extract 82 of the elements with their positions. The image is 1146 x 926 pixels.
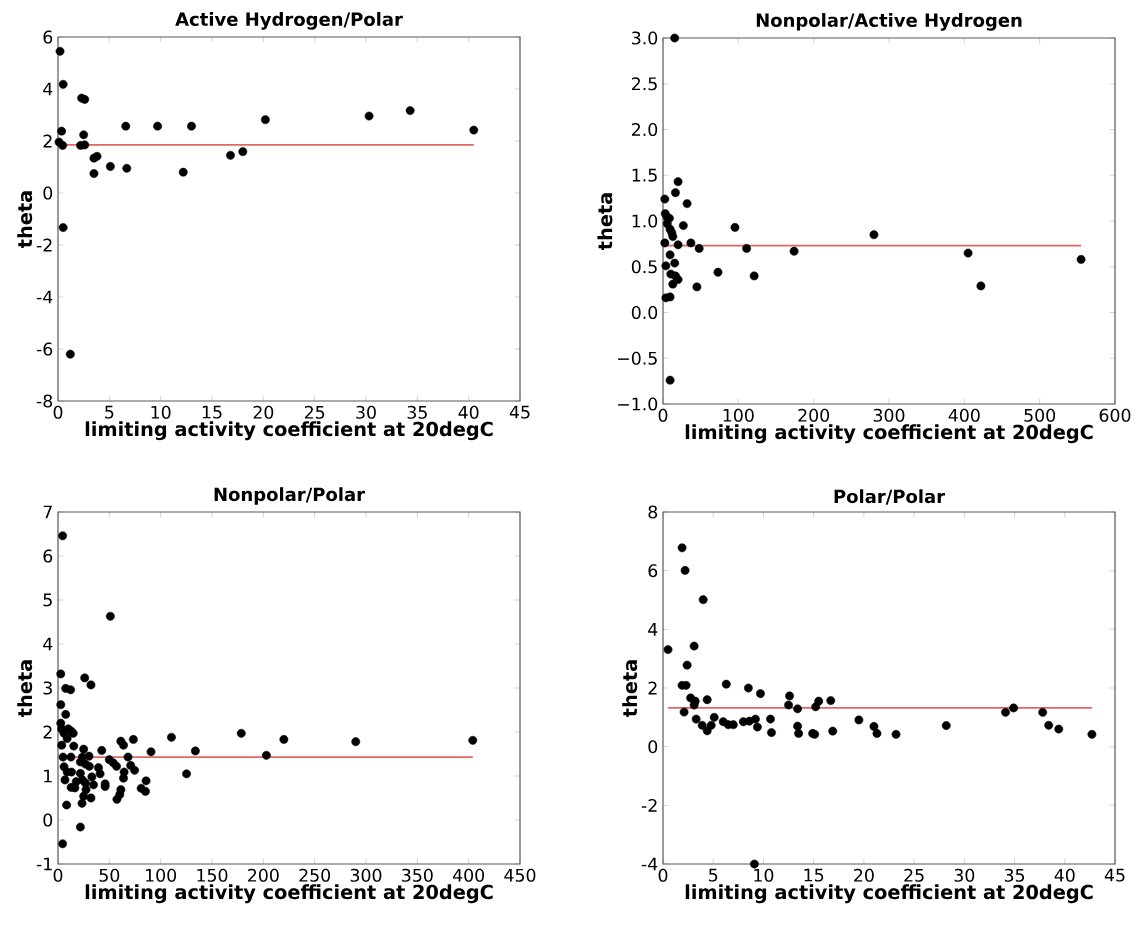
chart-title: Active Hydrogen/Polar [175, 12, 403, 30]
y-tick-label: 6 [648, 564, 658, 578]
x-axis-title: limiting activity coefficient at 20degC [685, 424, 1093, 444]
x-tick-label: 50 [99, 868, 120, 882]
y-tick-label: 2.5 [632, 77, 657, 91]
y-tick-label: 3.0 [632, 31, 658, 45]
x-tick-label: 45 [509, 405, 530, 419]
y-tick-label: -1 [36, 857, 52, 871]
x-tick-label: 5 [709, 868, 718, 882]
y-tick-label: 4 [43, 637, 53, 651]
x-tick-label: 30 [954, 868, 975, 882]
y-tick-label: 7 [43, 505, 52, 519]
y-axis-title: theta [17, 191, 33, 248]
y-tick-label: 1.0 [632, 214, 658, 228]
x-tick-label: 45 [1104, 868, 1125, 882]
y-tick-label: −0.5 [618, 351, 657, 365]
y-tick-label: 2.0 [632, 122, 658, 137]
y-tick-label: -4 [641, 857, 658, 871]
x-tick-label: 25 [304, 405, 325, 419]
x-tick-label: 20 [253, 405, 274, 419]
x-tick-label: 25 [904, 868, 924, 882]
y-tick-label: 1.5 [632, 168, 657, 182]
x-tick-label: 0 [658, 408, 668, 422]
x-tick-label: 500 [1024, 408, 1056, 422]
y-tick-label: 5 [43, 593, 52, 607]
x-tick-label: 0 [53, 868, 63, 882]
x-tick-label: 15 [202, 405, 222, 419]
y-tick-label: 6 [43, 30, 53, 44]
x-axis-title: limiting activity coefficient at 20degC [85, 421, 493, 441]
y-tick-label: 0.5 [631, 260, 657, 274]
chart-title: Polar/Polar [834, 489, 945, 505]
y-tick-label: 6 [43, 549, 53, 563]
x-axis-title: limiting activity coefficient at 20degC [85, 884, 493, 904]
x-tick-label: 100 [723, 408, 754, 422]
x-tick-label: 35 [1004, 868, 1025, 882]
x-tick-label: 20 [854, 868, 874, 882]
x-tick-label: 300 [873, 408, 905, 422]
x-tick-label: 40 [1054, 868, 1075, 882]
x-tick-label: 5 [105, 405, 114, 419]
y-tick-label: 4 [43, 82, 53, 96]
x-tick-label: 10 [151, 405, 171, 419]
y-tick-label: -2 [641, 798, 657, 812]
x-tick-label: 600 [1099, 408, 1131, 422]
x-tick-label: 400 [948, 408, 980, 422]
y-tick-label: 0.0 [631, 305, 658, 320]
y-tick-label: 0 [648, 740, 658, 754]
x-axis-title: limiting activity coefficient at 20degC [685, 884, 1093, 904]
y-tick-label: 2 [43, 725, 52, 739]
y-tick-label: 0 [43, 186, 53, 200]
x-tick-label: 0 [53, 405, 63, 419]
y-axis-title: theta [622, 660, 638, 717]
y-tick-label: 8 [648, 505, 658, 519]
y-axis-title: theta [597, 193, 613, 250]
y-tick-label: 3 [43, 681, 52, 695]
x-tick-label: 400 [452, 868, 485, 882]
y-tick-label: -6 [36, 342, 53, 356]
y-tick-label: 2 [648, 681, 657, 695]
x-tick-label: 0 [658, 868, 668, 882]
y-tick-label: -4 [36, 290, 53, 304]
chart-title: Nonpolar/Active Hydrogen [756, 13, 1022, 31]
y-tick-label: -8 [36, 394, 53, 408]
y-tick-label: −1.0 [618, 397, 658, 411]
x-tick-label: 100 [146, 868, 177, 882]
x-tick-label: 15 [804, 868, 824, 882]
x-tick-label: 450 [504, 868, 536, 882]
y-tick-label: 2 [43, 134, 52, 148]
y-tick-label: 1 [44, 769, 52, 783]
chart-title: Nonpolar/Polar [214, 487, 365, 505]
x-tick-label: 40 [458, 405, 479, 419]
x-tick-label: 250 [299, 868, 331, 882]
y-tick-label: 4 [648, 623, 658, 636]
y-axis-title: theta [17, 660, 33, 717]
x-tick-label: 200 [248, 868, 279, 882]
x-tick-label: 10 [754, 868, 774, 882]
x-tick-label: 350 [402, 868, 433, 882]
x-tick-label: 300 [350, 868, 382, 882]
y-tick-label: 0 [43, 813, 53, 827]
x-tick-label: 150 [197, 868, 228, 882]
x-tick-label: 35 [407, 405, 427, 419]
x-tick-label: 30 [356, 405, 376, 419]
x-tick-label: 200 [798, 408, 830, 422]
y-tick-label: -2 [36, 238, 52, 252]
